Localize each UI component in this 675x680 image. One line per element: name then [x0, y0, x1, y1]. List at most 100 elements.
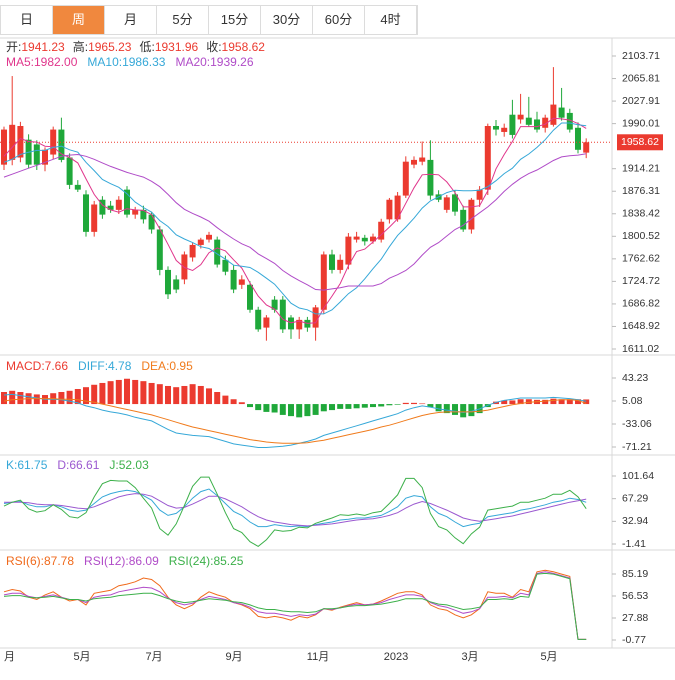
candle-body — [230, 269, 237, 290]
macd-bar — [583, 399, 590, 405]
macd-bar — [33, 394, 40, 405]
y-tick-label: 27.88 — [622, 612, 648, 624]
macd-bar — [247, 404, 253, 408]
period-tab[interactable]: 周 — [53, 6, 105, 34]
last-price-tag — [617, 134, 663, 151]
macd-bar — [181, 385, 188, 405]
candle-body — [583, 142, 590, 153]
candle-body — [501, 127, 508, 132]
period-tab[interactable]: 月 — [105, 6, 157, 34]
candle-body — [247, 284, 253, 310]
macd-bar — [173, 387, 180, 405]
macd-bar — [107, 381, 114, 405]
macd-bar — [452, 404, 458, 415]
candle-body — [320, 254, 327, 310]
macd-bar — [214, 392, 221, 405]
candle-body — [140, 209, 147, 220]
macd-bar — [17, 392, 24, 405]
candle-body — [460, 209, 467, 230]
candle-body — [214, 239, 221, 265]
period-tab[interactable]: 15分 — [209, 6, 261, 34]
candle-body — [353, 236, 360, 240]
y-tick-label: 1800.52 — [622, 230, 660, 242]
indicator-line — [3, 122, 587, 315]
candle-body — [361, 237, 368, 242]
indicator-line — [3, 571, 587, 640]
legend-item: MACD:7.66 — [6, 359, 68, 373]
macd-bar — [230, 399, 237, 405]
x-tick-label: 11月 — [307, 651, 329, 663]
candle-body — [525, 117, 532, 125]
macd-bar — [304, 404, 311, 417]
y-tick-label: 56.53 — [622, 590, 648, 602]
info-value: 1958.62 — [222, 40, 266, 54]
period-tab[interactable]: 日 — [1, 6, 53, 34]
period-tab[interactable]: 60分 — [313, 6, 365, 34]
macd-bar — [361, 404, 368, 408]
macd-bar — [156, 384, 163, 405]
legend-item: DEA:0.95 — [141, 359, 193, 373]
info-value: 1965.23 — [88, 40, 132, 54]
period-tab[interactable]: 4时 — [365, 6, 417, 34]
macd-bar — [148, 382, 155, 405]
x-tick-label: 3月 — [461, 651, 478, 663]
period-tab[interactable]: 5分 — [157, 6, 209, 34]
legend-item: DIFF:4.78 — [78, 359, 132, 373]
last-price-label: 1958.62 — [621, 136, 659, 148]
candle-body — [370, 236, 376, 242]
macd-bar — [66, 390, 73, 405]
legend-item: MA10:1986.33 — [87, 55, 165, 69]
candle-body — [296, 319, 303, 330]
candle-body — [509, 114, 516, 135]
y-tick-label: 5.08 — [622, 395, 643, 407]
candle-body — [493, 126, 499, 130]
candle-body — [124, 189, 130, 215]
period-tabs: 日周月 5分 15分 30分 60分 4时 — [0, 5, 418, 35]
candle-body — [99, 199, 106, 215]
macd-bar — [132, 379, 139, 405]
candle-body — [427, 159, 434, 196]
candle-body — [238, 279, 245, 285]
candle-body — [558, 107, 565, 118]
candle-body — [83, 194, 89, 232]
macd-bar — [99, 382, 106, 405]
period-tab[interactable]: 30分 — [261, 6, 313, 34]
macd-bar — [74, 388, 81, 405]
macd-bar — [1, 392, 7, 405]
info-value: 1931.96 — [155, 40, 199, 54]
candle-body — [17, 126, 24, 158]
candle-body — [132, 209, 139, 215]
info-label: 开: — [6, 40, 21, 54]
macd-bar — [345, 404, 352, 409]
x-tick-label: 2023 — [384, 651, 408, 663]
macd-bar — [263, 404, 270, 412]
macd-bar — [509, 400, 516, 405]
legend-item: RSI(12):86.09 — [84, 554, 159, 568]
macd-bar — [501, 400, 508, 405]
legend-item: RSI(24):85.25 — [169, 554, 244, 568]
macd-bar — [566, 399, 573, 405]
macd-bar — [124, 378, 130, 405]
macd-bar — [140, 381, 147, 405]
macd-bar — [460, 404, 467, 418]
candle-body — [206, 234, 212, 240]
macd-bar — [329, 404, 335, 411]
macd-bar — [353, 404, 360, 409]
candle-body — [156, 229, 163, 270]
macd-bar — [542, 399, 549, 405]
macd-bar — [271, 404, 278, 413]
legend-item: D:66.61 — [57, 458, 99, 472]
y-tick-label: 1648.92 — [622, 320, 660, 332]
candle-body — [312, 307, 319, 328]
y-tick-label: 1990.01 — [622, 117, 660, 129]
candle-body — [484, 126, 491, 190]
candle-body — [468, 199, 475, 230]
candle-body — [173, 279, 180, 290]
indicator-line — [3, 153, 587, 291]
legend-item: MA5:1982.00 — [6, 55, 78, 69]
candle-body — [288, 317, 294, 330]
x-tick-label: 5月 — [73, 651, 90, 663]
macd-bar — [296, 404, 303, 418]
y-tick-label: 1724.72 — [622, 275, 660, 287]
